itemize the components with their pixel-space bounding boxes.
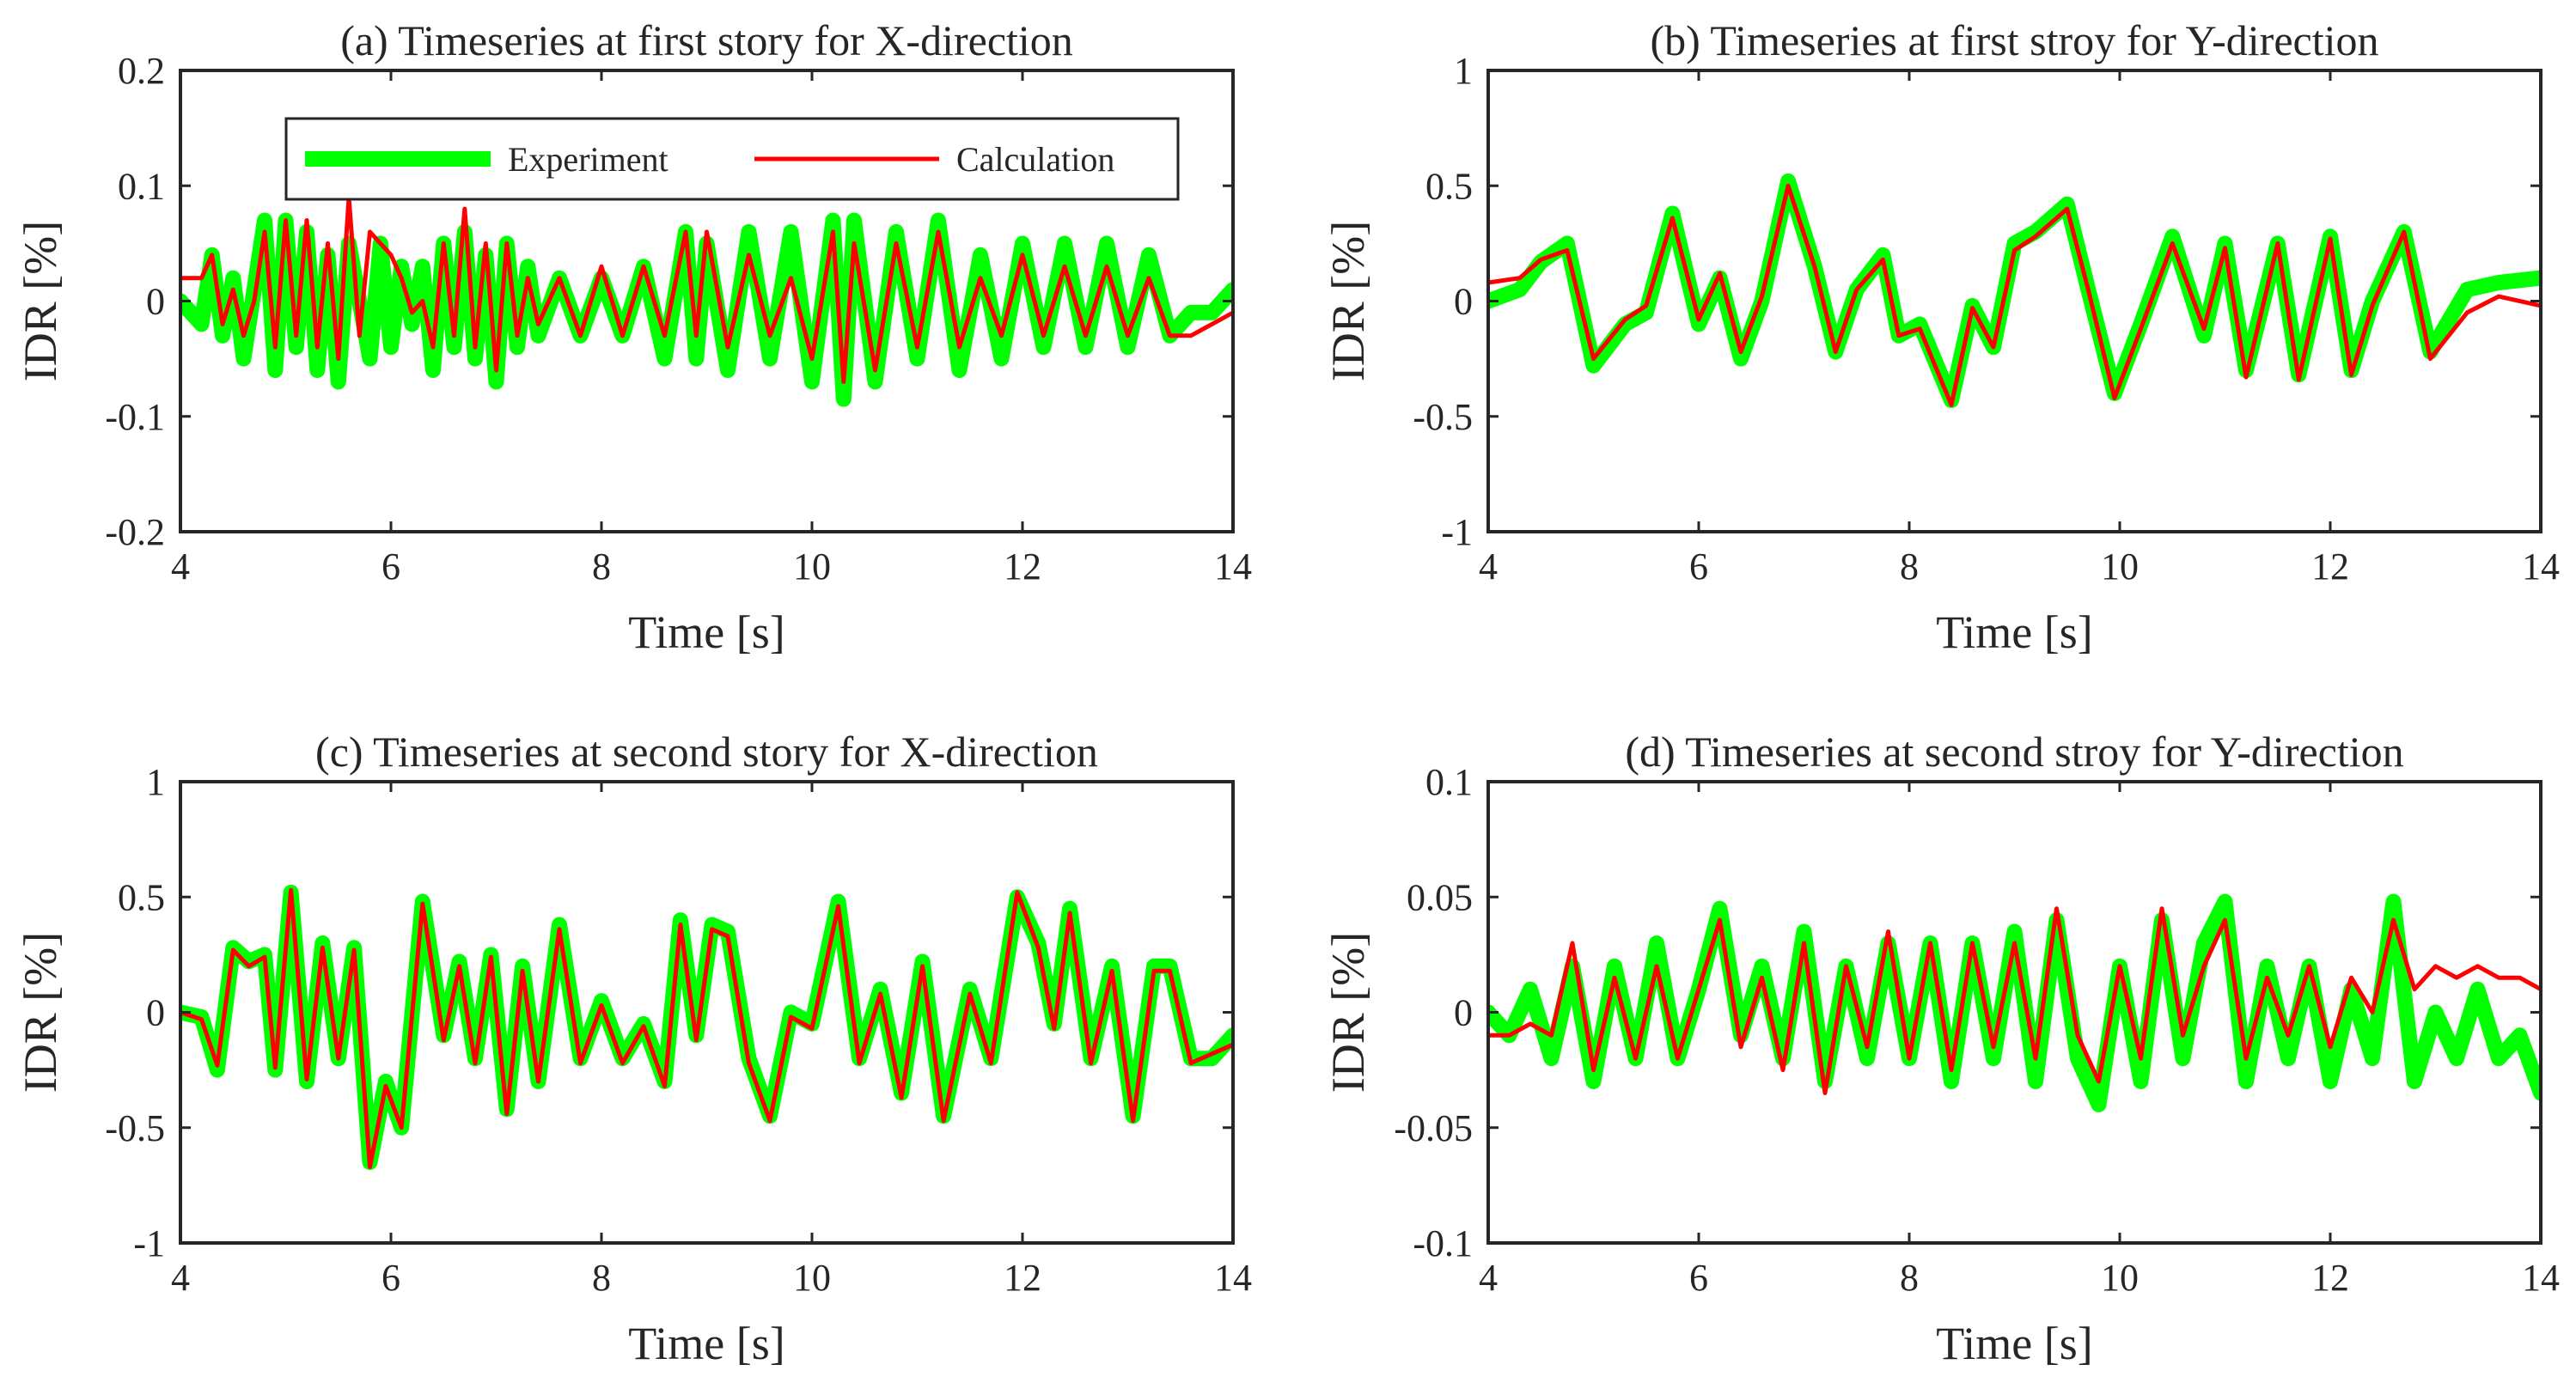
panel-d-ytick-label: 0	[1454, 992, 1473, 1034]
panel-c-series-calculation-line	[180, 887, 1233, 1169]
panel-d: 4 6 8 10 12 14 0.1 0.05 0 -0.05 -0.1 (d) Timeseries…	[1322, 728, 2560, 1369]
panel-c-ytick-label: -1	[133, 1222, 165, 1264]
panel-b-ytick-label: -1	[1441, 511, 1473, 553]
panel-c-xtick-label: 14	[1214, 1257, 1252, 1299]
panel-b-series-calculation-line	[1488, 183, 2541, 407]
panel-b-xtick-label: 14	[2522, 545, 2560, 588]
panel-b: 4 6 8 10 12 14 1 0.5 0 -0.5 -1 (b) Timeseries at fi…	[1322, 16, 2560, 658]
panel-c-ytick-label: 0.5	[118, 876, 165, 918]
panel-c-title: (c) Timeseries at second story for X-dir…	[315, 728, 1098, 776]
panel-b-xtick-label: 8	[1900, 545, 1919, 588]
panel-a-xtick-label: 10	[793, 545, 831, 588]
panel-c-xtick-label: 12	[1004, 1257, 1041, 1299]
panel-b-ylabel: IDR [%]	[1322, 221, 1374, 381]
panel-d-xtick-label: 6	[1689, 1257, 1708, 1299]
panel-b-ytick-label: -0.5	[1413, 396, 1473, 438]
panel-c-ytick-label: -0.5	[105, 1107, 165, 1149]
panel-c-xtick-label: 8	[592, 1257, 611, 1299]
panel-c-xtick-label: 4	[171, 1257, 190, 1299]
panel-d-ylabel: IDR [%]	[1322, 932, 1374, 1093]
panel-a-ylabel: IDR [%]	[15, 221, 66, 381]
panel-a-xtick-label: 6	[382, 545, 400, 588]
panel-b-xtick-label: 10	[2101, 545, 2139, 588]
panel-b-title: (b) Timeseries at first stroy for Y-dire…	[1651, 16, 2379, 64]
panel-c-xtick-label: 6	[382, 1257, 400, 1299]
panel-b-xtick-label: 4	[1479, 545, 1498, 588]
panel-a-ytick-label: 0.1	[118, 165, 165, 207]
panel-c-ytick-label: 1	[146, 761, 165, 803]
panel-a-title: (a) Timeseries at first story for X-dire…	[340, 16, 1073, 64]
legend-calculation-label: Calculation	[956, 140, 1114, 179]
panel-a-ytick-label: 0.2	[118, 50, 165, 92]
panel-a-series-calculation-line	[180, 195, 1233, 384]
panel-d-title: (d) Timeseries at second stroy for Y-dir…	[1625, 728, 2403, 776]
panel-a-xtick-label: 14	[1214, 545, 1252, 588]
panel-c-xtick-label: 10	[793, 1257, 831, 1299]
panel-a-ytick-label: 0	[146, 281, 165, 323]
panel-d-xtick-label: 12	[2311, 1257, 2349, 1299]
legend-experiment-label: Experiment	[508, 140, 668, 179]
panel-d-series-experiment-line	[1488, 893, 2541, 1112]
panel-d-ytick-label: 0.05	[1407, 876, 1473, 918]
panel-b-xlabel: Time [s]	[1936, 606, 2093, 658]
panel-b-ytick-label: 0.5	[1425, 165, 1473, 207]
panel-b-xtick-label: 6	[1689, 545, 1708, 588]
panel-a-ytick-label: -0.1	[105, 396, 165, 438]
panel-d-ytick-label: -0.05	[1394, 1107, 1473, 1149]
panel-a-legend: Experiment Calculation	[284, 117, 1180, 201]
panel-a-xlabel: Time [s]	[628, 606, 785, 658]
panel-c: 4 6 8 10 12 14 1 0.5 0 -0.5 -1 (c) Timeseries at se…	[15, 728, 1252, 1369]
panel-a-xtick-label: 12	[1004, 545, 1041, 588]
panel-d-xtick-label: 8	[1900, 1257, 1919, 1299]
panel-d-xtick-label: 4	[1479, 1257, 1498, 1299]
panel-d-ytick-label: 0.1	[1425, 761, 1473, 803]
panel-a: 4 6 8 10 12 14 0.2 0.1 0 -0.1 -0.2 (a) Timeseries a…	[15, 16, 1252, 658]
panel-d-xlabel: Time [s]	[1936, 1318, 2093, 1369]
panel-d-series-calculation-line	[1488, 906, 2541, 1095]
panel-d-xtick-label: 10	[2101, 1257, 2139, 1299]
panel-a-xtick-label: 8	[592, 545, 611, 588]
panel-d-ytick-label: -0.1	[1413, 1222, 1473, 1264]
panel-b-xtick-label: 12	[2311, 545, 2349, 588]
panel-a-xtick-label: 4	[171, 545, 190, 588]
panel-c-ytick-label: 0	[146, 992, 165, 1034]
panel-a-ytick-label: -0.2	[105, 511, 165, 553]
panel-c-ylabel: IDR [%]	[15, 932, 66, 1093]
panel-b-ytick-label: 0	[1454, 281, 1473, 323]
panel-c-xlabel: Time [s]	[628, 1318, 785, 1369]
panel-d-xtick-label: 14	[2522, 1257, 2560, 1299]
panel-b-ytick-label: 1	[1454, 50, 1473, 92]
